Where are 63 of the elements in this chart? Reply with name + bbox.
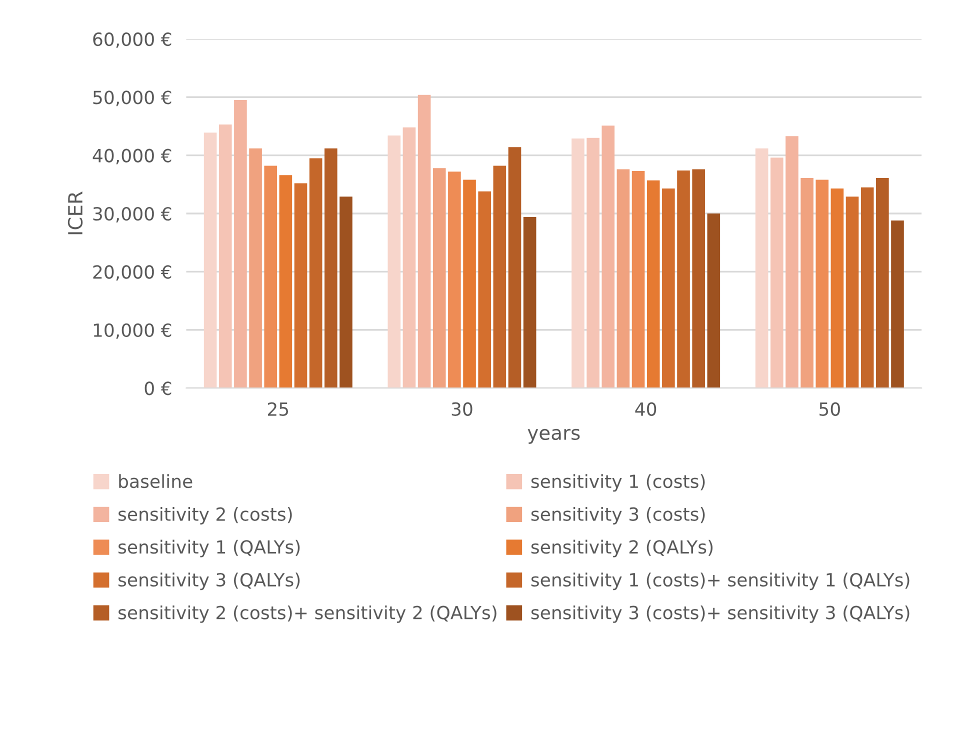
legend-label: sensitivity 2 (QALYs) bbox=[531, 540, 713, 558]
bar bbox=[218, 124, 232, 388]
legend-label: sensitivity 3 (costs)+ sensitivity 3 (QALYs) bbox=[531, 605, 910, 623]
bar bbox=[876, 178, 889, 388]
bar bbox=[646, 180, 660, 388]
bar bbox=[616, 169, 630, 388]
bar bbox=[523, 217, 536, 388]
bar bbox=[860, 187, 874, 388]
y-tick-label: 50,000 € bbox=[93, 90, 172, 106]
bar bbox=[572, 138, 584, 388]
bar bbox=[786, 136, 798, 388]
y-tick-label: 10,000 € bbox=[94, 323, 172, 339]
x-axis-title: years bbox=[528, 428, 580, 444]
bar bbox=[234, 100, 247, 388]
bar bbox=[463, 180, 476, 388]
bar bbox=[755, 148, 768, 388]
bar bbox=[493, 166, 506, 388]
legend-label: sensitivity 3 (QALYs) bbox=[118, 572, 300, 590]
legend-label: sensitivity 1 (costs)+ sensitivity 1 (QALYs) bbox=[531, 572, 910, 590]
legend-label: sensitivity 3 (costs) bbox=[531, 506, 705, 524]
bar bbox=[388, 136, 401, 388]
y-tick-label: 0 € bbox=[144, 382, 172, 396]
bar bbox=[586, 138, 600, 388]
bar bbox=[418, 94, 431, 388]
bar bbox=[677, 170, 690, 388]
bar bbox=[707, 214, 720, 388]
bar bbox=[340, 196, 352, 388]
bar bbox=[632, 171, 645, 388]
bar bbox=[508, 147, 522, 388]
legend-label: sensitivity 2 (costs) bbox=[118, 506, 292, 524]
bar bbox=[770, 158, 784, 388]
bar bbox=[324, 148, 338, 388]
bar bbox=[830, 188, 844, 388]
y-tick-label: 20,000 € bbox=[93, 265, 172, 281]
y-axis-title: ICER bbox=[68, 192, 83, 234]
bar bbox=[432, 168, 446, 388]
bar bbox=[279, 175, 292, 388]
bar bbox=[846, 196, 859, 388]
bar bbox=[204, 132, 217, 388]
bar bbox=[249, 148, 262, 388]
x-tick-label: 50 bbox=[820, 402, 840, 416]
legend-label: sensitivity 1 (QALYs) bbox=[118, 540, 300, 558]
bar bbox=[692, 169, 705, 388]
bar bbox=[800, 178, 814, 388]
bar bbox=[478, 191, 491, 388]
bar bbox=[602, 126, 615, 388]
bar bbox=[891, 220, 904, 388]
x-tick-label: 30 bbox=[452, 402, 472, 416]
bar bbox=[662, 188, 675, 388]
bar bbox=[816, 180, 829, 388]
bar bbox=[309, 158, 322, 388]
bar bbox=[264, 166, 278, 388]
y-tick-label: 40,000 € bbox=[92, 148, 172, 164]
y-tick-label: 30,000 € bbox=[93, 206, 172, 222]
legend-label: sensitivity 1 (costs) bbox=[531, 474, 705, 492]
y-tick-label: 60,000 € bbox=[93, 32, 172, 48]
x-tick-label: 40 bbox=[635, 402, 656, 416]
bar bbox=[448, 172, 461, 388]
legend-label: sensitivity 2 (costs)+ sensitivity 2 (QALYs) bbox=[118, 605, 496, 623]
bar bbox=[294, 183, 308, 388]
legend-label: baseline bbox=[119, 474, 192, 488]
bar bbox=[402, 127, 416, 388]
x-tick-label: 25 bbox=[268, 402, 288, 416]
